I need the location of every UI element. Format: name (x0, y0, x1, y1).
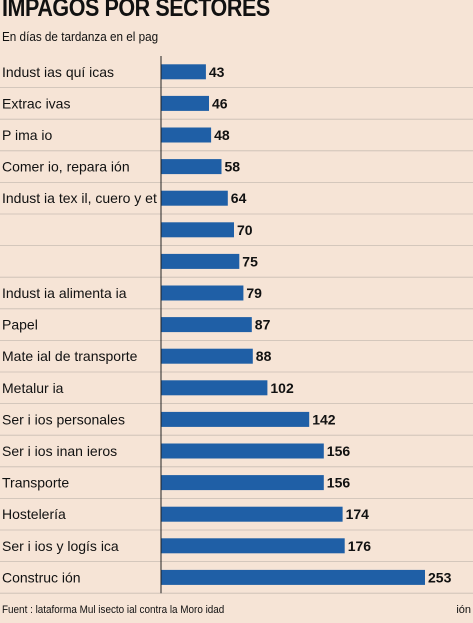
bar (161, 95, 209, 111)
value-label: 156 (327, 475, 351, 491)
category-label: Comer io, repara ión (2, 159, 130, 175)
category-label: Extrac ivas (2, 95, 70, 111)
value-label: 142 (312, 411, 336, 427)
value-label: 88 (256, 348, 272, 364)
category-label: Hostelería (2, 506, 66, 522)
value-label: 156 (327, 443, 351, 459)
bar (161, 317, 252, 333)
category-label: Papel (2, 317, 38, 333)
category-label: Construc ión (2, 569, 81, 585)
bar (161, 64, 206, 80)
chart-title: IMPAGOS POR SECTORES (2, 0, 270, 22)
category-label: Ser i ios y logís ica (2, 538, 119, 554)
category-label: Ser i ios personales (2, 411, 125, 427)
value-label: 174 (346, 506, 370, 522)
category-label: Metalur ia (2, 380, 64, 396)
bar (161, 127, 212, 143)
bar (161, 190, 228, 206)
category-label: Ser i ios inan ieros (2, 443, 117, 459)
value-label: 87 (255, 317, 271, 333)
category-label: P ima io (2, 127, 53, 143)
value-label: 64 (231, 190, 247, 206)
bar (161, 285, 244, 301)
value-label: 75 (242, 253, 258, 269)
category-label: Indust ia tex il, cuero y et . (2, 190, 165, 206)
bar (161, 506, 343, 522)
value-label: 48 (214, 127, 230, 143)
bar (161, 443, 324, 459)
bar (161, 253, 240, 269)
value-label: 253 (428, 569, 452, 585)
value-label: 102 (270, 380, 294, 396)
value-label: 58 (225, 159, 241, 175)
value-label: 46 (212, 95, 228, 111)
bar (161, 411, 310, 427)
chart-subtitle: En días de tardanza en el pag (2, 29, 159, 44)
value-label: 176 (348, 538, 372, 554)
category-label: Transporte (2, 475, 69, 491)
bar (161, 569, 425, 585)
bar (161, 538, 345, 554)
value-label: 79 (246, 285, 262, 301)
bar-chart: Indust ias quí icas 43 Extrac ivas 46 P ima … (0, 56, 473, 594)
credit-note: ión (456, 604, 471, 616)
bar (161, 380, 268, 396)
category-label: Indust ias quí icas (2, 64, 114, 80)
bar (161, 348, 253, 364)
bar (161, 475, 324, 491)
category-label: Mate ial de transporte (2, 348, 138, 364)
category-label: Indust ia alimenta ia (2, 285, 127, 301)
bar (161, 222, 234, 238)
bar (161, 159, 222, 175)
value-label: 43 (209, 64, 225, 80)
source-note: Fuent : lataforma Mul isecto ial contra … (2, 604, 225, 616)
value-label: 70 (237, 222, 253, 238)
